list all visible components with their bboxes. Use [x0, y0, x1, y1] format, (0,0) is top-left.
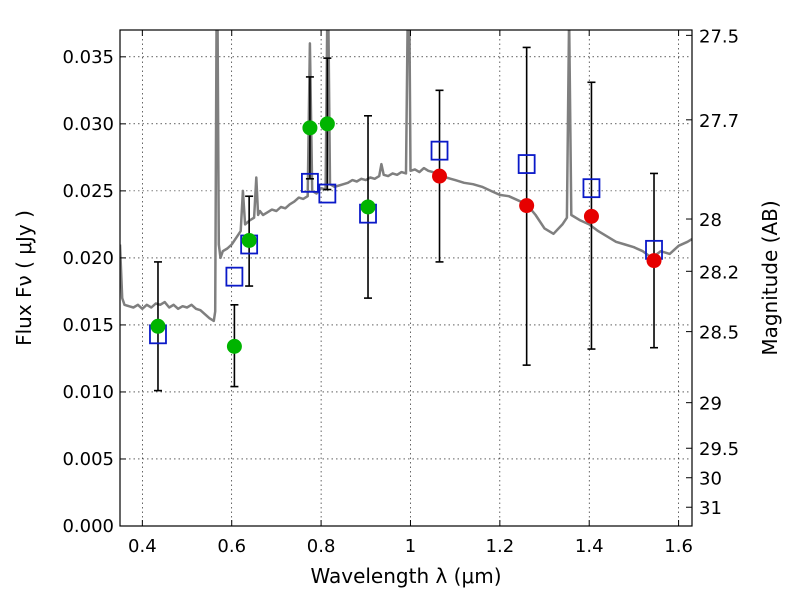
model-photometry-point — [582, 178, 601, 199]
axis-ticks: 0.4 0.6 0.8 1 1.2 1.4 1.6 0.000 0.005 0.010 0.015 0… — [62, 26, 739, 557]
nir-data-point — [519, 198, 535, 214]
y-tick-label: 0.000 — [62, 516, 114, 537]
right-tick-label: 27.7 — [699, 111, 739, 132]
right-tick-label: 28.2 — [699, 262, 739, 283]
right-tick-label: 30 — [699, 469, 722, 490]
model-photometry-point — [301, 172, 319, 193]
optical-data-point — [360, 199, 376, 215]
nir-data-point — [646, 253, 662, 269]
model-photometry-point — [225, 266, 244, 287]
model-photometry-point — [517, 154, 536, 174]
model-photometry-point — [318, 183, 337, 204]
right-tick-label: 29.5 — [699, 439, 739, 460]
plot-frame — [119, 29, 693, 527]
y-axis-title: Flux Fν ( μJy ) — [12, 210, 36, 346]
nir-data-point — [583, 208, 599, 224]
optical-data-point — [226, 338, 242, 354]
model-spectrum-line — [120, 30, 692, 323]
x-axis-title: Wavelength λ (μm) — [310, 564, 501, 588]
right-tick-label: 28 — [699, 210, 722, 231]
right-tick-label: 29 — [699, 394, 722, 415]
model-spectrum-layer — [120, 30, 692, 323]
x-tick-label: 0.6 — [217, 536, 246, 557]
right-axis-title: Magnitude (AB) — [758, 200, 782, 355]
y-tick-label: 0.035 — [62, 47, 114, 68]
x-tick-label: 1.2 — [486, 536, 515, 557]
y-tick-label: 0.025 — [62, 181, 114, 202]
y-tick-label: 0.015 — [62, 315, 114, 336]
optical-data-point — [150, 318, 166, 334]
y-tick-label: 0.005 — [62, 449, 114, 470]
y-tick-label: 0.030 — [62, 114, 114, 135]
optical-data-point — [241, 232, 257, 248]
x-tick-label: 0.4 — [128, 536, 157, 557]
nir-data-point — [432, 168, 448, 184]
y-tick-label: 0.010 — [62, 382, 114, 403]
x-tick-label: 1.6 — [664, 536, 693, 557]
data-markers — [149, 116, 663, 354]
x-tick-label: 1 — [405, 536, 416, 557]
optical-data-point — [319, 116, 335, 132]
optical-data-point — [302, 120, 318, 136]
right-tick-label: 28.5 — [699, 323, 739, 344]
x-tick-label: 0.8 — [307, 536, 336, 557]
right-tick-label: 27.5 — [699, 26, 739, 47]
right-tick-label: 31 — [699, 498, 722, 519]
y-tick-label: 0.020 — [62, 248, 114, 269]
model-photometry-point — [430, 140, 449, 161]
x-tick-label: 1.4 — [575, 536, 604, 557]
